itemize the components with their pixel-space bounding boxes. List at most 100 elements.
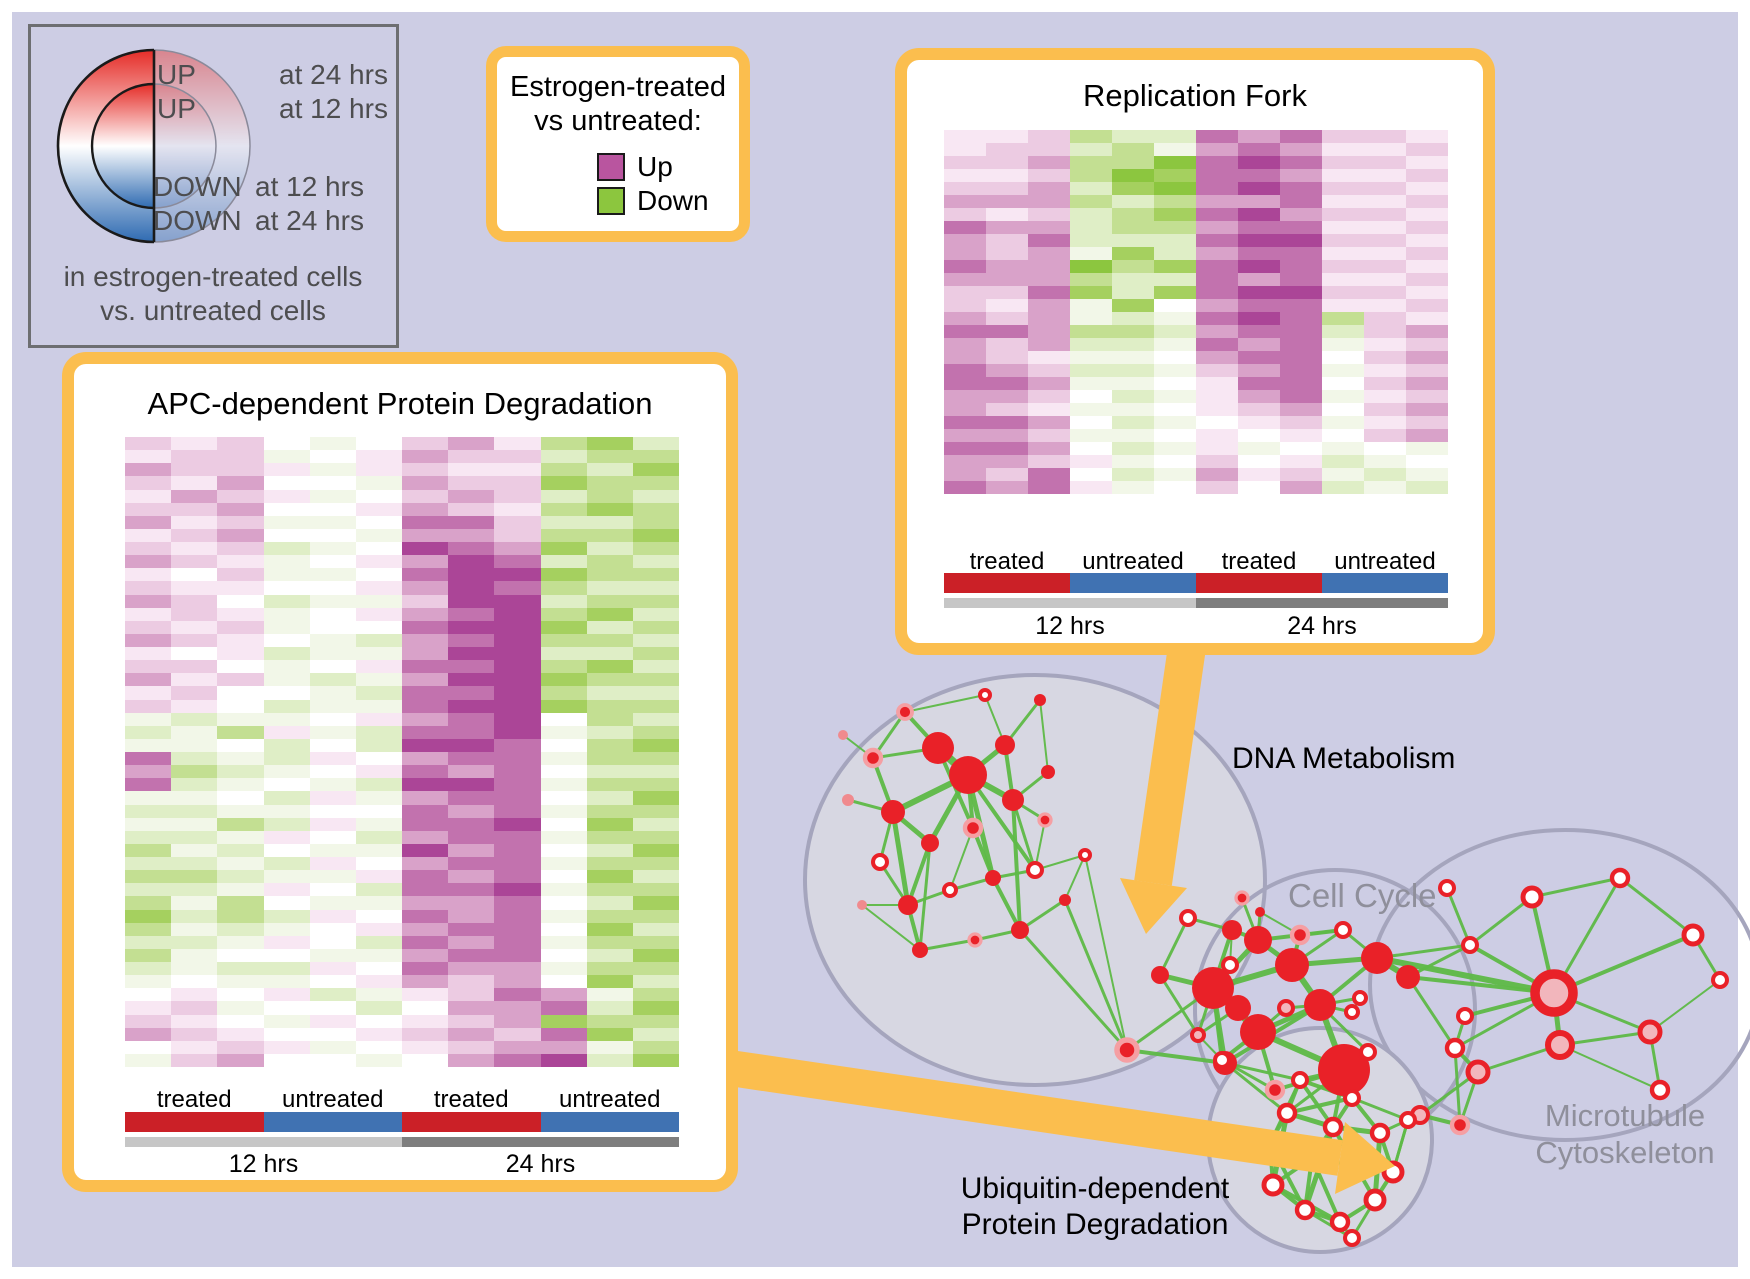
heatmap-cell bbox=[1070, 455, 1112, 468]
heatmap-cell bbox=[1028, 364, 1070, 377]
heatmap-row bbox=[944, 234, 1448, 247]
heatmap-cell bbox=[1154, 221, 1196, 234]
heatmap-cell bbox=[1154, 260, 1196, 273]
heatmap-cell bbox=[944, 468, 986, 481]
heatmap-cell bbox=[448, 830, 495, 844]
inner-right-arc bbox=[153, 83, 217, 209]
heatmap-cell bbox=[1112, 195, 1154, 208]
heatmap-cell bbox=[1196, 234, 1238, 247]
heatmap-row bbox=[125, 870, 680, 884]
heatmap-cell bbox=[448, 489, 495, 503]
heatmap-cell bbox=[632, 633, 680, 647]
heatmap-cell bbox=[309, 962, 356, 976]
heatmap-cell bbox=[1070, 312, 1112, 325]
heatmap-row bbox=[125, 909, 680, 923]
heatmap-cell bbox=[355, 870, 403, 884]
heatmap-cell bbox=[1322, 364, 1364, 377]
heatmap-cell bbox=[125, 830, 172, 844]
heatmap-cell bbox=[1364, 338, 1406, 351]
heatmap-cell bbox=[986, 429, 1028, 442]
heatmap-cell bbox=[125, 922, 172, 936]
heatmap-cell bbox=[1154, 442, 1196, 455]
heatmap-cell bbox=[1028, 260, 1070, 273]
heatmap-cell bbox=[448, 962, 495, 976]
heatmap-cell bbox=[1364, 442, 1406, 455]
heatmap-cell bbox=[309, 804, 356, 818]
heatmap-cell bbox=[263, 817, 310, 831]
heatmap-cell bbox=[309, 1053, 356, 1067]
heatmap-cell bbox=[494, 883, 541, 897]
heatmap-cell bbox=[540, 647, 587, 661]
heatmap-cell bbox=[540, 975, 587, 989]
heatmap-row bbox=[125, 1014, 680, 1028]
heatmap-cell bbox=[448, 1040, 495, 1054]
heatmap-cell bbox=[494, 988, 541, 1002]
heatmap-cell bbox=[171, 975, 218, 989]
heatmap-cell bbox=[263, 935, 310, 949]
heatmap-cell bbox=[355, 699, 403, 713]
heatmap-cell bbox=[1364, 455, 1406, 468]
heatmap-cell bbox=[632, 843, 680, 857]
heatmap-cell bbox=[125, 896, 172, 910]
heatmap-cell bbox=[1280, 247, 1322, 260]
heatmap-cell bbox=[217, 948, 264, 962]
group-label-treated-24hrs: treated bbox=[1221, 548, 1297, 575]
heatmap-cell bbox=[263, 1040, 310, 1054]
heatmap-cell bbox=[1280, 312, 1322, 325]
heatmap-cell bbox=[448, 975, 495, 989]
heatmap-cell bbox=[171, 935, 218, 949]
heatmap-cell bbox=[1070, 182, 1112, 195]
heatmap-cell bbox=[540, 1027, 587, 1041]
heatmap-cell bbox=[1070, 390, 1112, 403]
heatmap-cell bbox=[402, 1053, 449, 1067]
network-node bbox=[1151, 966, 1169, 984]
heatmap-cell bbox=[402, 883, 449, 897]
heatmap-cell bbox=[1322, 351, 1364, 364]
heatmap-cell bbox=[309, 476, 356, 490]
heatmap-cell bbox=[217, 738, 264, 752]
heatmap-cell bbox=[986, 377, 1028, 390]
heatmap-cell bbox=[1322, 455, 1364, 468]
heatmap-cell bbox=[125, 948, 172, 962]
heatmap-cell bbox=[494, 686, 541, 700]
heatmap-cell bbox=[1238, 416, 1280, 429]
heatmap-cell bbox=[125, 555, 172, 569]
heatmap-cell bbox=[944, 286, 986, 299]
outer-right-arc bbox=[153, 49, 251, 243]
heatmap-cell bbox=[355, 738, 403, 752]
heatmap-cell bbox=[1196, 312, 1238, 325]
heatmap-cell bbox=[1028, 468, 1070, 481]
heatmap-cell bbox=[1322, 338, 1364, 351]
heatmap-cell bbox=[402, 502, 449, 516]
heatmap-cell bbox=[1070, 481, 1112, 494]
time-label-12hrs: 12 hrs bbox=[228, 1150, 299, 1178]
heatmap-cell bbox=[402, 581, 449, 595]
heatmap-cell bbox=[494, 962, 541, 976]
network-edge bbox=[861, 904, 921, 951]
heatmap-cell bbox=[1028, 156, 1070, 169]
heatmap-cell bbox=[402, 542, 449, 556]
network-edge bbox=[1018, 898, 1067, 932]
heatmap-cell bbox=[1154, 273, 1196, 286]
estrogen-legend-box: Estrogen-treated vs untreated: Up Down bbox=[486, 46, 750, 242]
heatmap-cell bbox=[217, 660, 264, 674]
heatmap-cell bbox=[1406, 169, 1448, 182]
heatmap-cell bbox=[263, 752, 310, 766]
heatmap-cell bbox=[309, 896, 356, 910]
heatmap-cell bbox=[1028, 351, 1070, 364]
heatmap-cell bbox=[1112, 364, 1154, 377]
heatmap-cell bbox=[1280, 182, 1322, 195]
heatmap-cell bbox=[494, 673, 541, 687]
heatmap-row bbox=[125, 857, 680, 871]
up-12-label: UP bbox=[157, 93, 196, 124]
rf-heatmap bbox=[944, 130, 1448, 494]
heatmap-cell bbox=[986, 208, 1028, 221]
heatmap-cell bbox=[1070, 260, 1112, 273]
heatmap-cell bbox=[586, 738, 633, 752]
heatmap-cell bbox=[1196, 195, 1238, 208]
heatmap-cell bbox=[986, 351, 1028, 364]
heatmap-cell bbox=[1280, 455, 1322, 468]
group-label-treated-12hrs: treated bbox=[969, 548, 1045, 575]
network-node bbox=[921, 834, 939, 852]
heatmap-row bbox=[944, 403, 1448, 416]
